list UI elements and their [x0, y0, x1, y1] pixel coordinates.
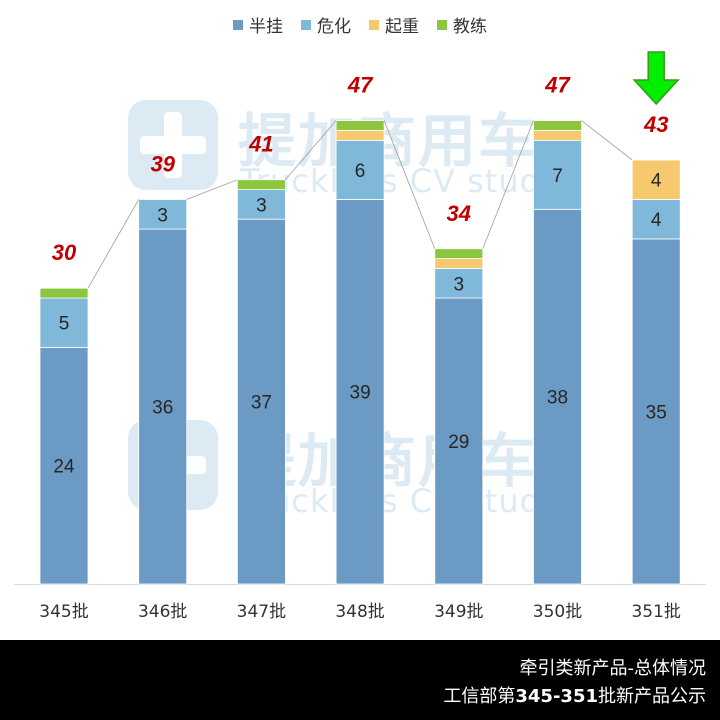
segment-value-label: 3 — [157, 205, 168, 226]
legend-label: 教练 — [453, 17, 487, 37]
footer-subtitle-range: 345-351 — [515, 686, 598, 707]
legend-item: 危化 — [301, 12, 351, 37]
bar-segment — [335, 199, 385, 585]
segment-value-label: 37 — [251, 393, 272, 414]
segment-value-label: 4 — [651, 210, 662, 231]
bar-segment — [533, 120, 582, 131]
footer-subtitle-prefix: 工信部第 — [443, 686, 516, 707]
footer-subtitle-suffix: 批新产品公示 — [598, 686, 706, 707]
segment-value-label: 38 — [547, 388, 568, 409]
segment-value-label: 24 — [53, 457, 75, 478]
category-tick-label: 345批 — [39, 602, 88, 622]
bar-segment — [533, 208, 582, 585]
bar-segment — [434, 297, 484, 585]
bar-segment — [39, 297, 89, 348]
bar-segment — [631, 238, 681, 585]
chart-legend: 半挂 危化 起重 教练 — [0, 12, 720, 37]
segment-value-label: 4 — [651, 171, 662, 192]
legend-item: 半挂 — [233, 12, 283, 37]
segment-value-label: 39 — [350, 383, 371, 404]
connector-line — [186, 179, 238, 200]
connector-line — [285, 120, 337, 181]
bar-segment — [631, 199, 681, 240]
connector-line — [482, 120, 534, 249]
connector-line — [87, 199, 140, 289]
category-tick-label: 346批 — [138, 602, 187, 622]
category-tick-label: 347批 — [237, 602, 286, 622]
bar-segment — [335, 130, 385, 141]
down-arrow-icon — [632, 51, 680, 106]
total-value-label: 47 — [347, 73, 374, 98]
bar-segment — [236, 218, 286, 585]
segment-value-label: 3 — [454, 274, 465, 295]
bar-segment — [434, 258, 484, 269]
total-value-label: 47 — [544, 73, 571, 98]
stacked-bar-chart: 24 5 345批 36 3 346批 37 3 347批 39 6 348批 29 3 349批 38 7 35… — [14, 51, 706, 622]
legend-swatch — [369, 19, 379, 30]
legend-swatch — [301, 19, 311, 30]
bar-segment — [335, 120, 385, 131]
bar-segment — [631, 159, 681, 200]
segment-value-label: 3 — [256, 195, 267, 216]
total-value-label: 30 — [52, 240, 77, 265]
category-tick-label: 351批 — [631, 602, 680, 622]
total-value-label: 39 — [150, 151, 175, 176]
legend-swatch — [437, 19, 447, 30]
bar-segment — [434, 248, 484, 260]
bar-segment — [434, 268, 484, 299]
legend-item: 起重 — [369, 12, 419, 37]
bar-segment — [39, 287, 89, 299]
segment-value-label: 5 — [59, 314, 70, 335]
connector-line — [383, 120, 436, 249]
segment-value-label: 36 — [152, 398, 173, 419]
bar-segment — [236, 189, 286, 220]
bar-segment — [533, 130, 582, 141]
legend-item: 教练 — [437, 12, 487, 37]
bar-segment — [138, 228, 188, 585]
legend-label: 危化 — [317, 17, 351, 37]
footer-banner: 牵引类新产品-总体情况 工信部第345-351批新产品公示 — [0, 640, 720, 720]
footer-subtitle: 工信部第345-351批新产品公示 — [443, 682, 706, 708]
category-tick-label: 349批 — [434, 602, 483, 622]
total-value-label: 43 — [643, 112, 668, 137]
segment-value-label: 29 — [448, 432, 469, 453]
bar-segment — [39, 346, 89, 585]
total-value-label: 34 — [447, 201, 471, 226]
bar-segment — [236, 179, 286, 191]
segment-value-label: 6 — [355, 161, 366, 182]
category-tick-label: 350批 — [533, 602, 582, 622]
bar-segment — [533, 139, 582, 210]
segment-value-label: 7 — [552, 166, 563, 187]
category-tick-label: 348批 — [335, 602, 384, 622]
legend-label: 半挂 — [249, 17, 283, 37]
segment-value-label: 35 — [646, 402, 667, 423]
bar-segment — [335, 139, 385, 200]
footer-title: 牵引类新产品-总体情况 — [519, 658, 707, 679]
legend-swatch — [233, 19, 243, 30]
legend-label: 起重 — [385, 17, 419, 37]
connector-line — [581, 120, 633, 161]
total-value-label: 41 — [248, 132, 273, 157]
bar-segment — [138, 199, 188, 230]
